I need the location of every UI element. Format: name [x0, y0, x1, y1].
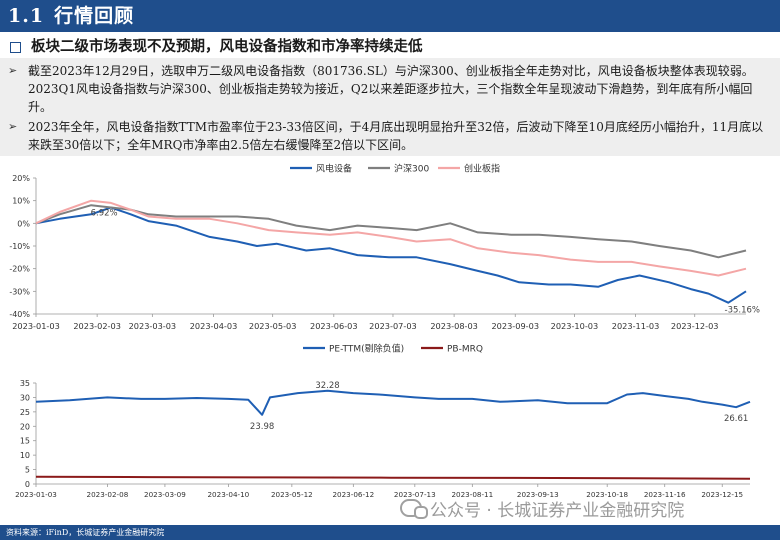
x-tick-label: 2023-09-03	[491, 321, 539, 331]
x-tick-label: 2023-08-11	[451, 490, 493, 499]
bullet-text: 2023年全年，风电设备指数TTM市盈率位于23-33倍区间，于4月底出现明显抬…	[28, 120, 764, 152]
index-performance-chart: 20% 10% 0% -10% -20% -30% -40% 2023-01-03 2023-0…	[9, 163, 760, 332]
legend-label: PE-TTM(剔除负值)	[329, 343, 404, 355]
watermark: 公众号 · 长城证券产业金融研究院	[400, 494, 684, 522]
y-tick-label: 35	[20, 379, 30, 388]
x-tick-label: 2023-01-03	[15, 490, 57, 499]
x-tick-label: 2023-02-03	[73, 321, 121, 331]
series-line	[35, 199, 747, 277]
wechat-icon	[400, 499, 428, 519]
x-tick-label: 2023-01-03	[12, 321, 60, 331]
data-label: 23.98	[250, 422, 274, 432]
series-line	[35, 389, 751, 416]
y-tick-label: 5	[25, 466, 30, 475]
data-label: 32.28	[315, 381, 339, 391]
watermark-text: 公众号 · 长城证券产业金融研究院	[430, 500, 685, 521]
series-line	[35, 206, 747, 304]
legend-label: 沪深300	[394, 163, 429, 175]
x-tick-label: 2023-08-03	[430, 321, 478, 331]
x-tick-label: 2023-03-03	[129, 321, 177, 331]
x-tick-label: 2023-05-12	[271, 490, 313, 499]
data-label: 26.61	[724, 414, 748, 424]
arrow-bullet-icon: ➢	[8, 120, 18, 133]
y-tick-label: 20	[20, 422, 30, 431]
section-title: 行情回顾	[54, 5, 135, 27]
bullet-text: 截至2023年12月29日，选取申万二级风电设备指数（801736.SL）与沪深…	[28, 64, 754, 114]
legend-label: 风电设备	[316, 163, 352, 175]
series-line	[35, 204, 747, 259]
source-text: 资料来源：iFinD，长城证券产业金融研究院	[6, 528, 165, 537]
x-tick-label: 2023-07-13	[394, 490, 436, 499]
square-bullet-icon	[10, 41, 21, 53]
y-tick-label: 0	[25, 480, 30, 489]
arrow-bullet-icon: ➢	[8, 64, 18, 77]
y-tick-label: -10%	[9, 242, 30, 251]
bullet-item: ➢ 2023年全年，风电设备指数TTM市盈率位于23-33倍区间，于4月底出现明…	[8, 118, 772, 154]
x-tick-label: 2023-06-12	[332, 490, 374, 499]
subheading-text: 板块二级市场表现不及预期，风电设备指数和市净率持续走低	[31, 38, 423, 55]
y-tick-label: -20%	[9, 265, 30, 274]
x-tick-label: 2023-09-13	[517, 490, 559, 499]
x-tick-label: 2023-03-09	[144, 490, 186, 499]
y-tick-label: 15	[20, 437, 30, 446]
x-tick-label: 2023-11-16	[644, 490, 686, 499]
x-tick-label: 2023-11-03	[612, 321, 660, 331]
x-tick-label: 2023-04-03	[190, 321, 238, 331]
y-tick-label: -30%	[9, 287, 30, 296]
y-tick-label: 10	[20, 451, 30, 460]
data-label: -35.16%	[725, 306, 760, 316]
x-tick-label: 2023-06-03	[310, 321, 358, 331]
x-tick-label: 2023-12-15	[701, 490, 743, 499]
summary-block: ➢ 截至2023年12月29日，选取申万二级风电设备指数（801736.SL）与…	[0, 58, 780, 156]
x-tick-label: 2023-10-03	[551, 321, 599, 331]
series-line	[35, 475, 751, 480]
source-footer: 资料来源：iFinD，长城证券产业金融研究院	[0, 525, 780, 540]
y-tick-label: 0%	[17, 219, 30, 228]
section-header: 1.1 行情回顾	[0, 0, 780, 32]
y-tick-label: -40%	[9, 310, 30, 319]
subheading: 板块二级市场表现不及预期，风电设备指数和市净率持续走低	[8, 36, 423, 58]
x-tick-label: 2023-05-03	[249, 321, 297, 331]
x-tick-label: 2023-02-08	[87, 490, 129, 499]
legend-label: PB-MRQ	[447, 345, 483, 355]
x-tick-label: 2023-04-10	[207, 490, 249, 499]
bullet-item: ➢ 截至2023年12月29日，选取申万二级风电设备指数（801736.SL）与…	[8, 62, 772, 116]
data-label: 6.92%	[91, 209, 118, 219]
x-tick-label: 2023-07-03	[369, 321, 417, 331]
x-tick-label: 2023-10-18	[586, 490, 628, 499]
y-tick-label: 10%	[12, 197, 30, 206]
legend-label: 创业板指	[464, 163, 500, 175]
y-tick-label: 30	[20, 393, 30, 402]
y-tick-label: 25	[20, 408, 30, 417]
y-tick-label: 20%	[12, 174, 30, 183]
x-tick-label: 2023-12-03	[671, 321, 719, 331]
section-number: 1.1	[8, 5, 45, 27]
